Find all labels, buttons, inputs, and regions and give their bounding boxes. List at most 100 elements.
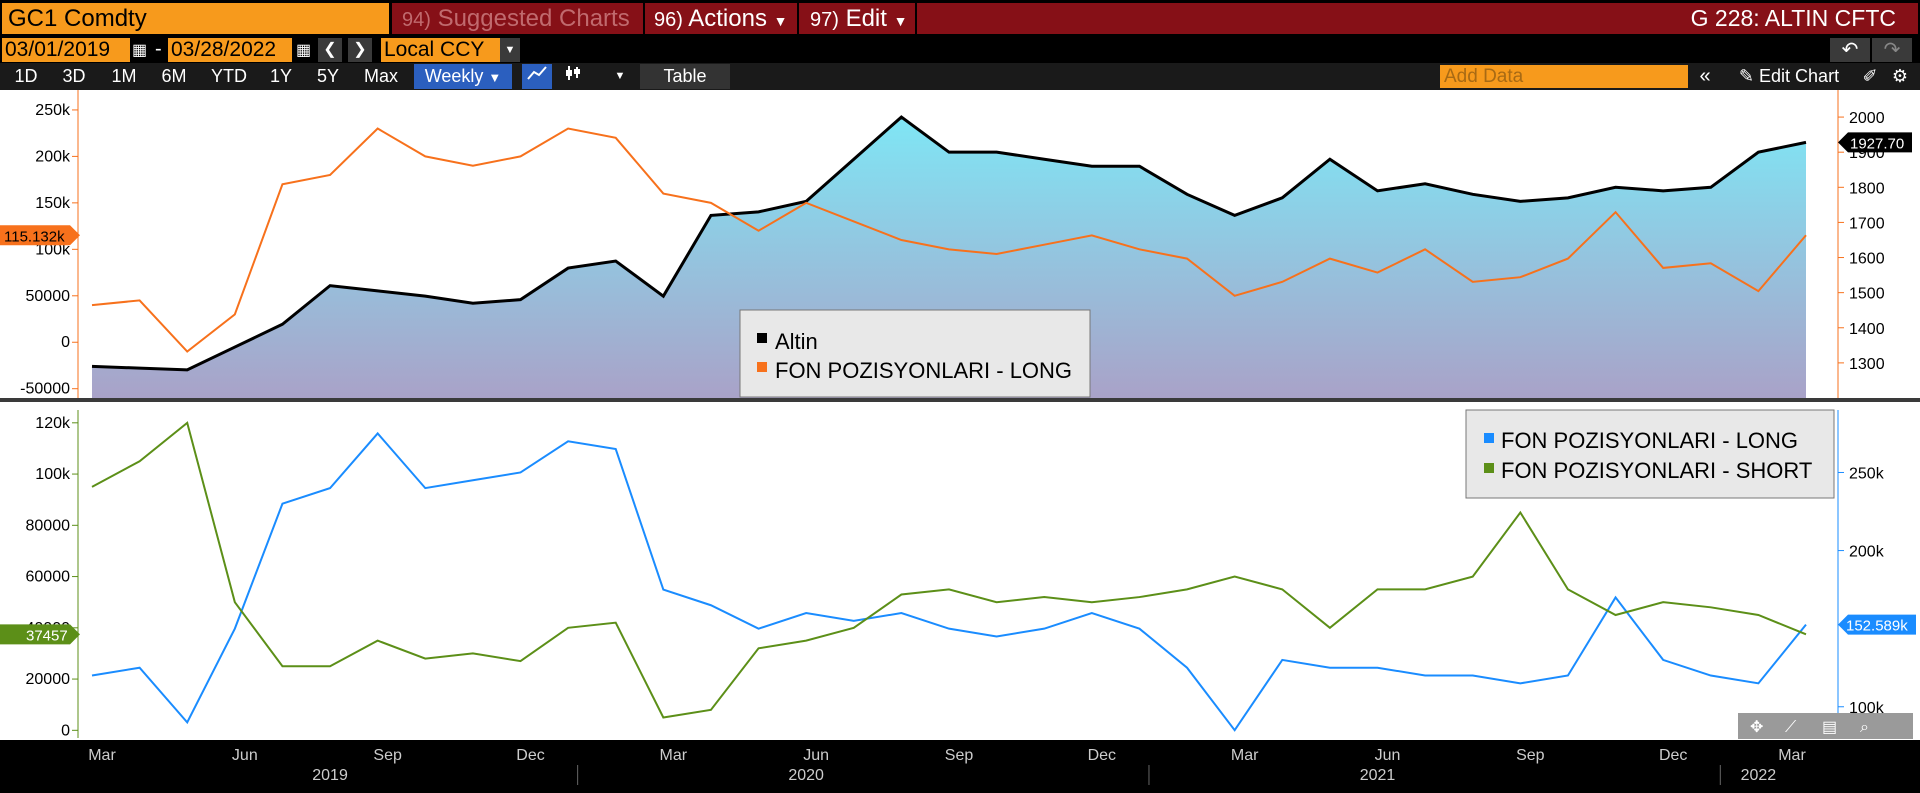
- date-separator: -: [155, 38, 162, 60]
- crosshair-icon[interactable]: ✥: [1750, 719, 1763, 736]
- period-ytd-button[interactable]: YTD: [211, 66, 247, 86]
- start-date-input[interactable]: 03/01/2019: [2, 38, 130, 62]
- settings-gear-icon[interactable]: ⚙: [1891, 66, 1909, 86]
- lower-right-tick-label: 250k: [1849, 465, 1885, 482]
- calendar-icon[interactable]: ▦: [296, 42, 312, 59]
- x-year-label: 2022: [1741, 767, 1777, 784]
- previous-period-icon[interactable]: ❮: [318, 38, 342, 62]
- draw-line-icon[interactable]: ⟋: [1785, 719, 1797, 736]
- upper-right-tick-label: 1400: [1849, 321, 1885, 338]
- legend-swatch-long: [757, 362, 767, 372]
- upper-right-tick-label: 1700: [1849, 215, 1885, 232]
- x-tick-label: Dec: [516, 747, 544, 764]
- lower-right-tick-label: 200k: [1849, 544, 1885, 561]
- edit-dropdown-icon: ▼: [893, 13, 908, 29]
- upper-right-tick-label: 1600: [1849, 251, 1885, 268]
- actions-menu[interactable]: 96) Actions ▼: [654, 3, 787, 34]
- x-tick-label: Jun: [232, 747, 258, 764]
- lower-right-tick-label: 100k: [1849, 700, 1885, 717]
- period-3d-button[interactable]: 3D: [62, 66, 86, 86]
- x-axis-bar: [0, 740, 1920, 793]
- period-5y-button[interactable]: 5Y: [316, 66, 340, 86]
- line-chart-icon[interactable]: [522, 64, 552, 89]
- frequency-dropdown-icon: ▼: [488, 70, 502, 85]
- legend-swatch-green: [1484, 463, 1494, 473]
- lower-legend-box: [1465, 409, 1835, 499]
- chart-tools-bar: [1738, 713, 1913, 739]
- lower-left-tick-label: 80000: [26, 517, 71, 534]
- ticker-input[interactable]: GC1 Comdty: [2, 3, 389, 34]
- upper-left-tick-label: 200k: [35, 148, 71, 165]
- chart-title: G 228: ALTIN CFTC: [1690, 5, 1896, 31]
- zoom-icon[interactable]: ⌕: [1860, 719, 1869, 736]
- candlestick-icon[interactable]: [558, 64, 588, 89]
- blue-current-value: 152.589k: [1846, 618, 1908, 635]
- annotate-icon[interactable]: ✐: [1862, 66, 1878, 86]
- edit-menu[interactable]: 97) Edit ▼: [810, 3, 907, 34]
- period-1d-button[interactable]: 1D: [14, 66, 38, 86]
- period-1m-button[interactable]: 1M: [111, 66, 137, 86]
- lower-left-tick-label: 0: [61, 722, 70, 739]
- edit-chart-button[interactable]: ✎ Edit Chart: [1726, 64, 1852, 89]
- fon-long-line-upper: [91, 127, 1807, 353]
- period-1y-button[interactable]: 1Y: [269, 66, 293, 86]
- fon-short-line: [91, 421, 1807, 719]
- legend-label-fon-short: FON POZISYONLARI - SHORT: [1501, 458, 1812, 483]
- menu-bar: [392, 3, 1918, 34]
- x-tick-label: Mar: [88, 747, 116, 764]
- legend-swatch-altin: [757, 333, 767, 343]
- short-current-marker: [0, 624, 80, 645]
- upper-left-tick-label: 50000: [26, 288, 71, 305]
- edit-chart-label: Edit Chart: [1759, 66, 1840, 86]
- legend-label-long: FON POZISYONLARI - LONG: [775, 358, 1072, 383]
- suggested-charts-label: Suggested Charts: [437, 5, 630, 32]
- suggested-charts-menu[interactable]: 94) Suggested Charts: [402, 3, 630, 34]
- actions-label: Actions: [688, 5, 767, 32]
- menu-divider: [797, 3, 799, 34]
- edit-label: Edit: [845, 5, 887, 32]
- upper-right-tick-label: 1800: [1849, 180, 1885, 197]
- next-period-icon[interactable]: ❯: [348, 38, 372, 62]
- period-6m-button[interactable]: 6M: [161, 66, 187, 86]
- edit-number: 97): [810, 9, 839, 31]
- calendar-icon[interactable]: ▦: [132, 42, 148, 59]
- table-button[interactable]: Table: [640, 64, 730, 89]
- upper-left-tick-label: 150k: [35, 195, 71, 212]
- actions-number: 96): [654, 9, 683, 31]
- altin-area: [92, 117, 1806, 399]
- upper-left-tick-label: 100k: [35, 241, 71, 258]
- legend-swatch-blue: [1484, 433, 1494, 443]
- period-max-button[interactable]: Max: [363, 66, 398, 86]
- currency-select[interactable]: Local CCY: [381, 38, 500, 62]
- upper-left-tick-label: 250k: [35, 102, 71, 119]
- chart-type-dropdown-icon[interactable]: ▼: [614, 70, 626, 82]
- menu-divider: [915, 3, 917, 34]
- actions-dropdown-icon: ▼: [773, 13, 788, 29]
- document-icon[interactable]: ▤: [1822, 719, 1837, 736]
- end-date-input[interactable]: 03/28/2022: [168, 38, 292, 62]
- upper-left-tick-label: -50000: [20, 381, 70, 398]
- altin-current-marker: [1838, 132, 1912, 153]
- x-tick-label: Sep: [945, 747, 974, 764]
- frequency-select[interactable]: Weekly ▼: [414, 64, 512, 89]
- currency-dropdown-icon[interactable]: ▼: [500, 38, 520, 62]
- x-tick-label: Dec: [1659, 747, 1687, 764]
- collapse-icon[interactable]: «: [1699, 65, 1711, 87]
- legend-label-fon-long: FON POZISYONLARI - LONG: [1501, 428, 1798, 453]
- lower-left-tick-label: 60000: [26, 569, 71, 586]
- pencil-icon: ✎: [1738, 66, 1755, 86]
- suggested-charts-number: 94): [402, 9, 431, 31]
- undo-icon[interactable]: ↶: [1830, 38, 1870, 62]
- x-year-label: 2021: [1360, 767, 1396, 784]
- lower-left-tick-label: 20000: [26, 671, 71, 688]
- add-data-input[interactable]: Add Data: [1440, 65, 1688, 88]
- altin-current-value: 1927.70: [1850, 135, 1904, 152]
- x-tick-label: Jun: [1375, 747, 1401, 764]
- redo-icon[interactable]: ↷: [1872, 38, 1912, 62]
- x-tick-label: Mar: [1231, 747, 1259, 764]
- panel-splitter[interactable]: [0, 398, 1920, 402]
- short-current-value: 37457: [26, 627, 68, 644]
- x-tick-label: Sep: [1516, 747, 1545, 764]
- lower-left-tick-label: 120k: [35, 415, 71, 432]
- chart-area: 250k200k150k100k500000-50000200019001800…: [0, 90, 1920, 793]
